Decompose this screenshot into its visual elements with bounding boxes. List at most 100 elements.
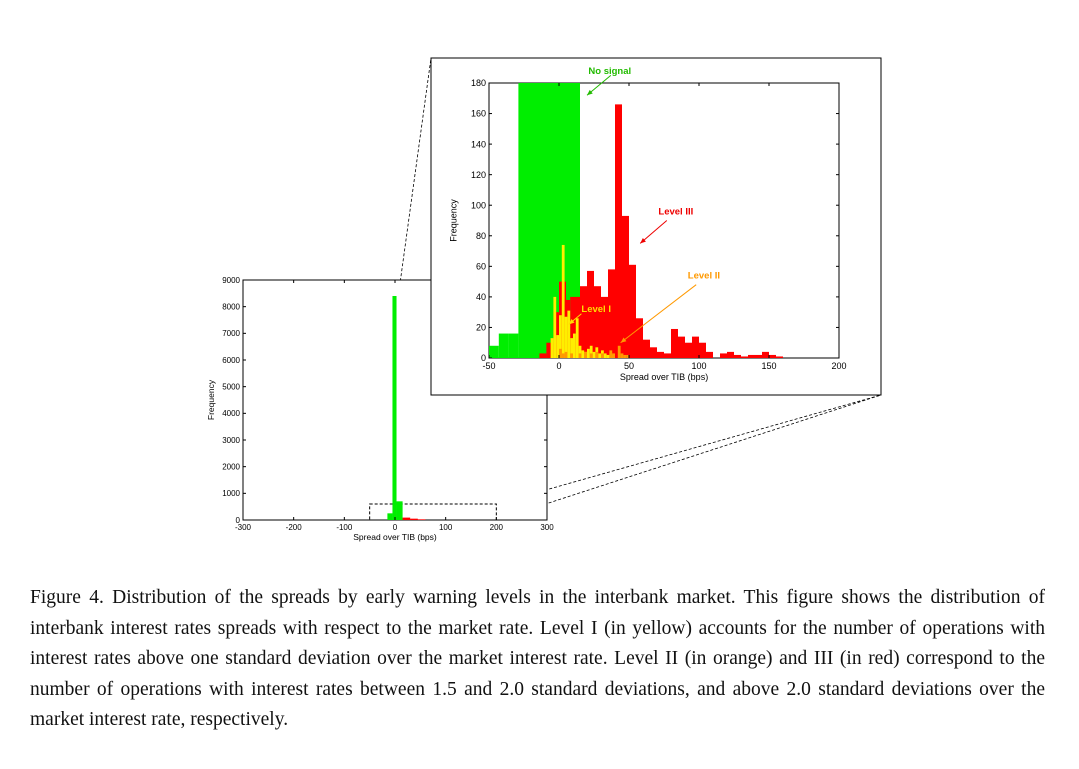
inset-bar-s2-2: [556, 335, 559, 358]
inset-bar-s3-11: [618, 346, 621, 358]
main-bar-s0-1: [392, 296, 396, 520]
inset-bar-s2-8: [573, 334, 576, 358]
main-bar-s1-1: [410, 519, 418, 520]
main-y-tick-label: 2000: [222, 462, 240, 471]
inset-y-tick-label: 60: [476, 261, 486, 271]
inset-bar-s1-30: [748, 355, 755, 358]
inset-bar-s0-1: [499, 334, 509, 358]
inset-bar-s1-19: [664, 353, 671, 358]
main-x-tick-label: 200: [490, 523, 504, 532]
inset-x-tick-label: 50: [624, 361, 634, 371]
zoom-connector-line-2: [496, 395, 881, 504]
inset-bar-s1-9: [594, 286, 601, 358]
inset-y-tick-label: 80: [476, 231, 486, 241]
main-x-tick-label: -100: [336, 523, 353, 532]
inset-bar-s1-20: [671, 329, 678, 358]
inset-x-axis-label: Spread over TIB (bps): [620, 372, 708, 382]
inset-bar-s2-15: [593, 352, 596, 358]
main-y-tick-label: 7000: [222, 329, 240, 338]
inset-bar-s0-0: [489, 346, 499, 358]
level-i-label: Level I: [581, 304, 611, 315]
inset-bar-s3-9: [609, 350, 612, 358]
inset-bar-s1-28: [734, 355, 741, 358]
main-y-tick-label: 1000: [222, 489, 240, 498]
main-x-tick-label: 100: [439, 523, 453, 532]
main-y-tick-label: 4000: [222, 409, 240, 418]
inset-y-tick-label: 140: [471, 139, 486, 149]
inset-bar-s1-23: [692, 337, 699, 358]
main-bar-s1-2: [418, 519, 426, 520]
inset-bar-s1-21: [678, 337, 685, 358]
inset-bar-s3-2: [565, 352, 568, 358]
inset-bar-s2-13: [587, 349, 590, 358]
inset-bar-s1-31: [755, 355, 762, 358]
main-y-tick-label: 6000: [222, 356, 240, 365]
inset-bar-s2-5: [565, 317, 568, 358]
main-y-tick-label: 0: [236, 516, 241, 525]
inset-bar-s3-4: [579, 353, 582, 358]
inset-y-tick-label: 0: [481, 353, 486, 363]
inset-bar-s3-13: [623, 355, 626, 358]
main-x-axis-label: Spread over TIB (bps): [353, 532, 437, 542]
main-bar-s1-0: [403, 518, 411, 520]
inset-bar-s1-26: [720, 353, 727, 358]
main-y-tick-label: 3000: [222, 436, 240, 445]
inset-bar-s2-11: [581, 350, 584, 358]
inset-bar-s3-8: [601, 353, 604, 358]
inset-y-tick-label: 120: [471, 170, 486, 180]
inset-bar-s0-2: [509, 334, 519, 358]
inset-bar-s2-0: [551, 338, 554, 358]
main-x-tick-label: 0: [393, 523, 398, 532]
inset-bar-s2-4: [562, 245, 565, 358]
main-y-tick-label: 8000: [222, 302, 240, 311]
no-signal-label: No signal: [588, 66, 631, 77]
inset-bar-s2-17: [598, 353, 601, 358]
zoom-connector-line-3: [496, 395, 881, 520]
level-ii-label: Level II: [688, 271, 720, 282]
inset-x-tick-label: 0: [556, 361, 561, 371]
inset-bar-s3-5: [584, 352, 587, 358]
inset-bar-s1-33: [769, 355, 776, 358]
inset-bar-s3-10: [612, 353, 615, 358]
inset-bar-s1-24: [699, 343, 706, 358]
inset-bar-s1-32: [762, 352, 769, 358]
inset-chart: -50 0 50 100 150 200 020406080100120140160180…: [431, 58, 881, 395]
inset-x-tick-label: 200: [831, 361, 846, 371]
level-iii-label: Level III: [658, 206, 693, 217]
inset-bar-s2-9: [576, 318, 579, 358]
inset-bar-s3-7: [595, 352, 598, 358]
inset-x-tick-label: 100: [691, 361, 706, 371]
inset-bar-s3-1: [562, 353, 565, 358]
inset-bar-s1-18: [657, 352, 664, 358]
figure: -300 -200 -100 0 100 200 300 01000200030004000…: [0, 0, 1079, 575]
inset-bar-s1-17: [650, 347, 657, 358]
inset-bar-s1-15: [636, 318, 643, 358]
inset-y-axis-label: Frequency: [449, 199, 459, 242]
inset-bar-s1-12: [615, 104, 622, 358]
inset-bar-s3-6: [590, 353, 593, 358]
main-x-tick-label: -200: [286, 523, 303, 532]
main-y-tick-label: 9000: [222, 276, 240, 285]
inset-bar-s2-19: [604, 353, 607, 358]
inset-y-tick-label: 180: [471, 78, 486, 88]
main-bar-s0-0: [387, 513, 392, 520]
inset-bar-s1-22: [685, 343, 692, 358]
inset-bar-s1-29: [741, 356, 748, 358]
figure-caption: Figure 4. Distribution of the spreads by…: [30, 583, 1045, 736]
inset-bar-s2-1: [553, 297, 556, 358]
main-y-axis-label: Frequency: [206, 379, 216, 420]
inset-bar-s3-12: [621, 353, 624, 358]
main-x-tick-label: 300: [540, 523, 554, 532]
inset-x-tick-label: 150: [761, 361, 776, 371]
main-bar-s0-2: [397, 501, 403, 520]
inset-bar-s3-3: [570, 353, 573, 358]
main-y-tick-label: 5000: [222, 382, 240, 391]
inset-y-tick-label: 160: [471, 109, 486, 119]
inset-bar-s1-25: [706, 352, 713, 358]
inset-bar-s1-16: [643, 340, 650, 358]
inset-y-tick-label: 40: [476, 292, 486, 302]
inset-bar-s1-14: [629, 265, 636, 358]
inset-bar-s1-34: [776, 356, 783, 358]
inset-y-tick-label: 20: [476, 323, 486, 333]
inset-bar-s1-27: [727, 352, 734, 358]
